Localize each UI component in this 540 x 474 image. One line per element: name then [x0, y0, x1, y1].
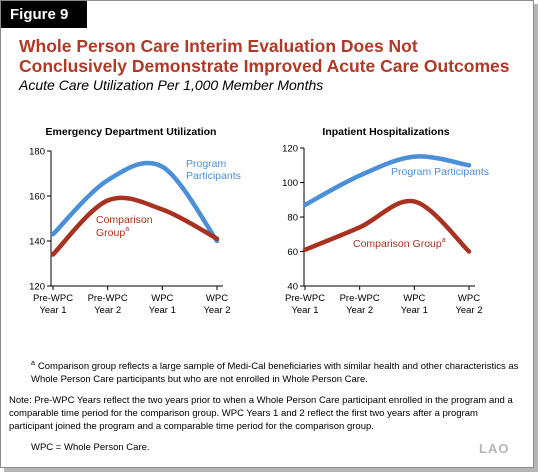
x-tick-label: Year 2 [346, 305, 373, 316]
x-tick-label: Year 1 [291, 305, 318, 316]
footnote-a: a Comparison group reflects a large sampl… [31, 357, 531, 386]
y-tick-label: 120 [29, 282, 45, 293]
x-tick-label: Year 1 [39, 305, 66, 316]
y-tick-label: 180 [29, 147, 45, 158]
series-label-comparison: Comparison Groupa [353, 237, 446, 250]
figure-frame: Figure 9 Whole Person Care Interim Evalu… [0, 0, 534, 468]
footnote-a-text: Comparison group reflects a large sample… [31, 361, 519, 385]
series-label-program: Program [186, 158, 227, 170]
series-line-program [50, 160, 220, 244]
series-label-sup: a [442, 237, 446, 244]
series-label-comparison: Groupa [96, 226, 129, 239]
figure-subtitle: Acute Care Utilization Per 1,000 Member … [19, 77, 324, 93]
x-tick-label: WPC [458, 293, 480, 304]
x-tick-label: Pre-WPC [340, 293, 380, 304]
series-label-program: Program Participants [391, 166, 489, 178]
footnote-a-marker: a [31, 360, 35, 367]
chart-title: Emergency Department Utilization [46, 126, 217, 138]
x-tick-label: Pre-WPC [88, 293, 128, 304]
series-line-comparison [50, 195, 220, 257]
footnote-note: Note: Pre-WPC Years reflect the two year… [9, 395, 513, 432]
x-tick-label: Pre-WPC [285, 293, 325, 304]
y-tick-label: 160 [29, 192, 45, 203]
series-line-program [302, 154, 472, 208]
series-line-comparison [302, 198, 472, 254]
x-tick-label: Year 1 [149, 305, 176, 316]
figure-title: Whole Person Care Interim Evaluation Doe… [19, 36, 510, 76]
y-tick-label: 40 [287, 282, 298, 293]
chart-title: Inpatient Hospitalizations [322, 126, 449, 138]
x-tick-label: WPC [206, 293, 228, 304]
x-tick-label: Year 2 [94, 305, 121, 316]
x-tick-label: Year 2 [203, 305, 230, 316]
x-tick-label: WPC [403, 293, 425, 304]
y-tick-label: 100 [282, 178, 298, 189]
y-tick-label: 80 [287, 213, 298, 224]
series-label-comparison: Comparison [96, 214, 153, 226]
series-label-sup: a [125, 226, 129, 233]
chart-1: Emergency Department Utilization 120 140 16… [29, 126, 241, 316]
y-tick-label: 60 [287, 247, 298, 258]
x-tick-label: Year 2 [455, 305, 482, 316]
footnote-wpc: WPC = Whole Person Care. [31, 442, 150, 453]
y-tick-label: 120 [282, 144, 298, 155]
x-tick-label: Pre-WPC [33, 293, 73, 304]
x-tick-label: Year 1 [401, 305, 428, 316]
chart-2: Inpatient Hospitalizations 40 60 80 100 120 Pr… [282, 126, 489, 316]
y-tick-label: 140 [29, 237, 45, 248]
series-label-program: Participants [186, 170, 241, 182]
charts-area: Emergency Department Utilization 120 140 16… [29, 126, 489, 316]
x-tick-label: WPC [151, 293, 173, 304]
figure-label: Figure 9 [1, 1, 87, 28]
lao-logo: LAO [479, 441, 510, 456]
